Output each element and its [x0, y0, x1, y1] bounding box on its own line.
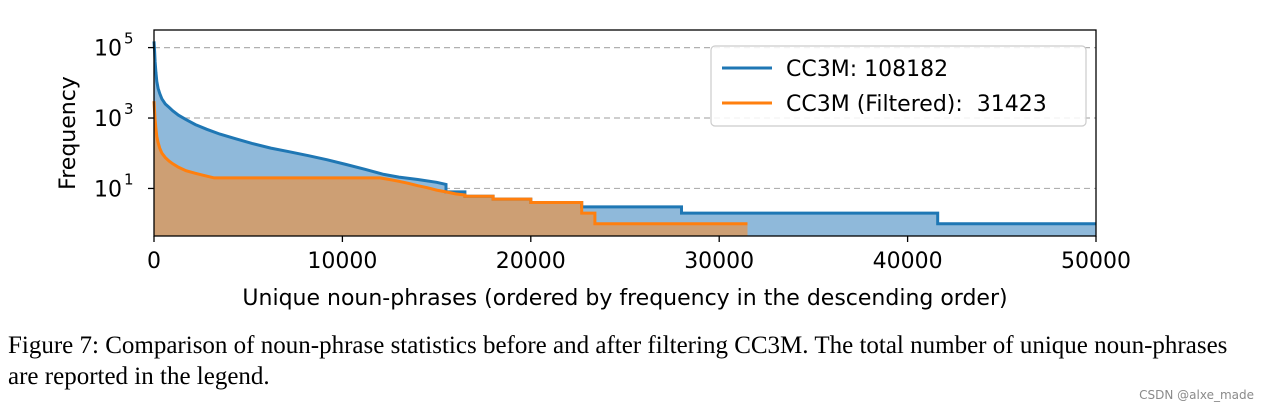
y-tick-exponent-1: 3 [124, 100, 134, 118]
y-tick-exponent-2: 5 [124, 30, 134, 48]
legend: CC3M: 108182 CC3M (Filtered): 31423 [710, 45, 1087, 127]
series-line-1 [152, 101, 748, 226]
series-area-1 [154, 101, 748, 236]
x-tick-label-3: 30000 [684, 249, 754, 274]
legend-box [710, 45, 1087, 127]
y-tick-label-0: 10 [94, 177, 122, 202]
watermark: CSDN @alxe_made [1139, 388, 1254, 402]
series-lines [152, 41, 1096, 226]
x-axis-label: Unique noun-phrases (ordered by frequenc… [242, 286, 1007, 311]
x-tick-label-1: 10000 [307, 249, 377, 274]
x-tick-label-5: 50000 [1061, 249, 1131, 274]
x-tick-label-2: 20000 [496, 249, 566, 274]
legend-label-cc3m-filtered: CC3M (Filtered): 31423 [786, 92, 1047, 117]
figure-caption: Figure 7: Comparison of noun-phrase stat… [8, 332, 1228, 390]
x-tick-label-4: 40000 [873, 249, 943, 274]
plot-frame [153, 29, 1097, 237]
y-tick-label-1: 10 [94, 107, 122, 132]
legend-label-cc3m: CC3M: 108182 [786, 57, 948, 82]
y-tick-label-2: 10 [94, 37, 122, 62]
y-tick-exponent-0: 1 [124, 170, 134, 188]
y-axis-label: Frequency [56, 76, 81, 190]
x-axis-ticks: 0 10000 20000 30000 40000 50000 [147, 236, 1131, 274]
x-tick-label-0: 0 [147, 249, 161, 274]
series-areas [154, 41, 1096, 237]
